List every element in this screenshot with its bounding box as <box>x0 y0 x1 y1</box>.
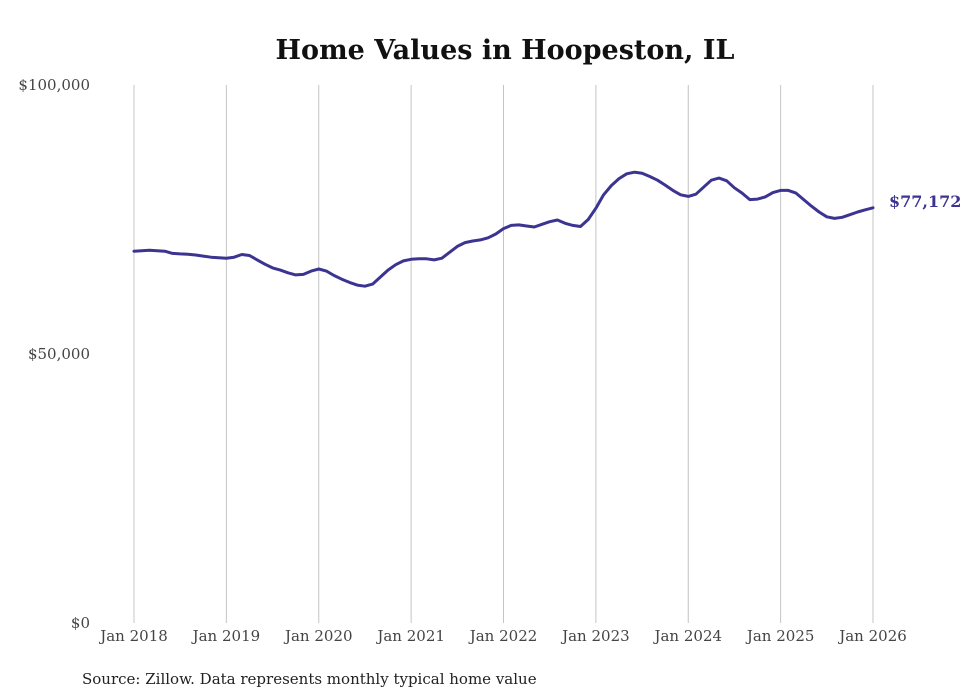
y-tick-label: $100,000 <box>18 76 90 94</box>
x-tick-label: Jan 2025 <box>745 627 815 645</box>
end-value-label: $77,172 <box>889 192 961 211</box>
chart-title: Home Values in Hoopeston, IL <box>276 35 735 66</box>
x-tick-label: Jan 2021 <box>375 627 445 645</box>
gridlines <box>133 85 874 623</box>
y-tick-label: $0 <box>71 614 90 632</box>
x-axis: Jan 2018 Jan 2019 Jan 2020 Jan 2021 Jan 2022… <box>98 627 907 645</box>
x-tick-label: Jan 2026 <box>837 627 907 645</box>
x-tick-label: Jan 2024 <box>652 627 722 645</box>
x-tick-label: Jan 2022 <box>468 627 538 645</box>
source-note: Source: Zillow. Data represents monthly … <box>82 670 537 688</box>
x-tick-label: Jan 2023 <box>560 627 630 645</box>
x-tick-label: Jan 2019 <box>191 627 261 645</box>
y-axis: $0 $50,000 $100,000 <box>18 76 90 632</box>
x-tick-label: Jan 2018 <box>98 627 168 645</box>
series-line <box>132 170 875 288</box>
y-tick-label: $50,000 <box>28 345 90 363</box>
x-tick-label: Jan 2020 <box>283 627 353 645</box>
